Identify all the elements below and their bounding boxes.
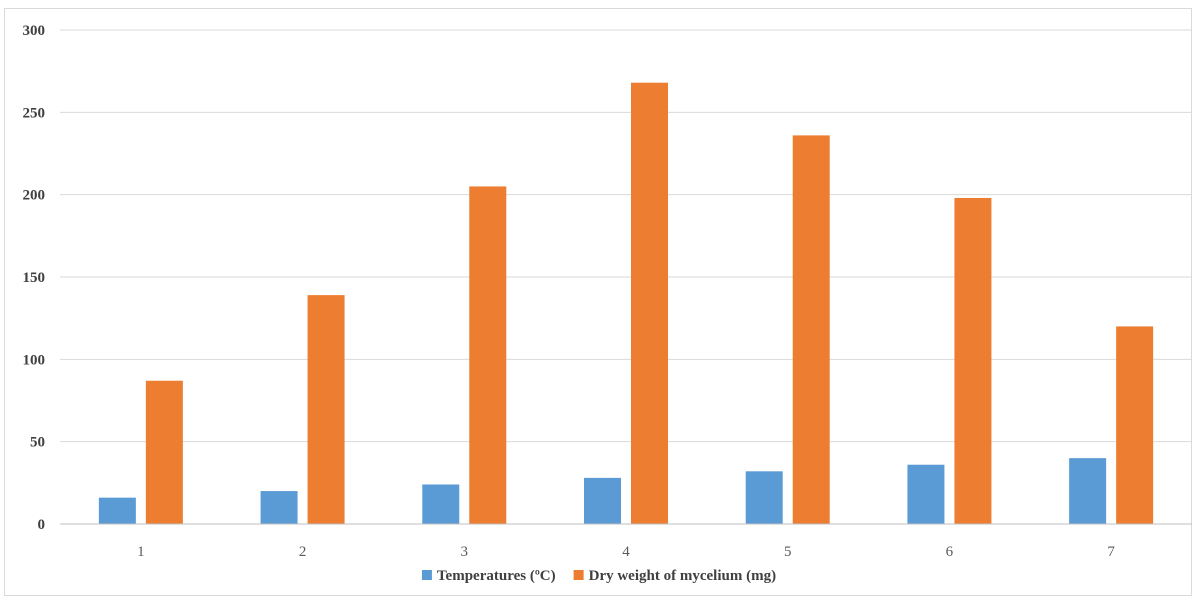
y-tick-label: 250 xyxy=(23,105,46,121)
bar-series-2-category-6 xyxy=(954,197,992,524)
x-tick-label: 5 xyxy=(784,544,792,560)
legend: Temperatures (ºC) Dry weight of mycelium … xyxy=(421,568,776,584)
x-axis-ticks: 1 2 3 4 5 6 7 xyxy=(137,544,1115,560)
bar-series-2-category-1 xyxy=(145,380,183,524)
y-tick-label: 150 xyxy=(23,270,46,286)
y-tick-label: 300 xyxy=(23,23,46,39)
y-tick-label: 0 xyxy=(38,517,46,533)
bar-series-1-category-5 xyxy=(745,471,783,524)
bar-series-1-category-7 xyxy=(1069,458,1107,524)
legend-swatch-series-2 xyxy=(573,570,584,580)
legend-label-series-2: Dry weight of mycelium (mg) xyxy=(589,568,776,584)
bars xyxy=(98,82,1154,525)
bar-series-2-category-3 xyxy=(469,186,507,524)
bar-series-2-category-5 xyxy=(792,135,830,525)
x-tick-label: 7 xyxy=(1107,544,1115,560)
x-tick-label: 2 xyxy=(299,544,307,560)
bar-series-1-category-4 xyxy=(584,477,621,524)
bar-series-1-category-6 xyxy=(907,464,945,524)
x-tick-label: 4 xyxy=(622,544,630,560)
y-tick-label: 200 xyxy=(23,188,46,204)
legend-swatch-series-1 xyxy=(421,570,432,580)
y-tick-label: 100 xyxy=(23,352,46,368)
bar-series-1-category-3 xyxy=(422,484,460,524)
bar-series-1-category-2 xyxy=(260,491,298,524)
legend-label-series-1: Temperatures (ºC) xyxy=(437,568,556,584)
y-tick-label: 50 xyxy=(30,435,45,451)
x-tick-label: 3 xyxy=(461,544,469,560)
x-tick-label: 6 xyxy=(946,544,954,560)
gridlines xyxy=(60,29,1192,443)
x-tick-label: 1 xyxy=(137,544,145,560)
bar-series-1-category-1 xyxy=(98,497,136,524)
y-axis-ticks: 0 50 100 150 200 250 300 xyxy=(23,23,46,533)
bar-series-2-category-2 xyxy=(307,295,345,524)
bar-series-2-category-7 xyxy=(1116,326,1154,524)
bar-series-2-category-4 xyxy=(631,82,668,525)
